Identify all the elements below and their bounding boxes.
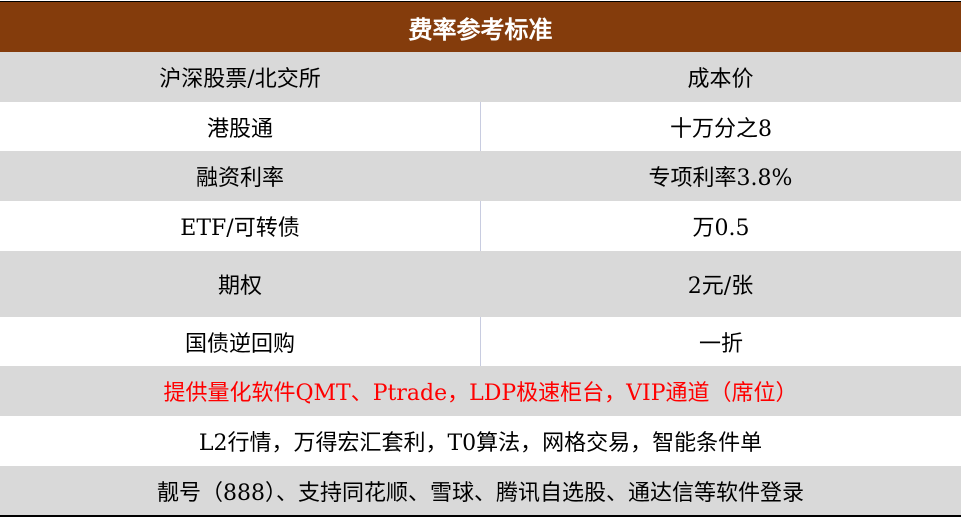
row-label: 融资利率	[195, 166, 284, 191]
note-row-features: L2行情，万得宏汇套利，T0算法，网格交易，智能条件单	[0, 416, 961, 466]
table-row: ETF/可转债 万0.5	[0, 201, 961, 251]
table-title: 费率参考标准	[0, 1, 961, 53]
note-row-login: 靓号（888）、支持同花顺、雪球、腾讯自选股、通达信等软件登录	[0, 466, 961, 515]
table-row: 期权 2元/张	[0, 251, 961, 317]
table-row: 融资利率 专项利率3.8%	[0, 151, 961, 201]
row-value: 十万分之8	[480, 102, 961, 151]
table-row: 国债逆回购 一折	[0, 317, 961, 366]
table-row: 港股通 十万分之8	[0, 102, 961, 151]
row-value: 2元/张	[687, 274, 754, 299]
table-row: 沪深股票/北交所 成本价	[0, 52, 961, 102]
row-label: 沪深股票/北交所	[159, 67, 321, 92]
row-label: 港股通	[206, 116, 273, 142]
note-row-software: 提供量化软件QMT、Ptrade，LDP极速柜台，VIP通道（席位）	[0, 366, 961, 416]
row-label: 期权	[217, 274, 262, 299]
row-value: 专项利率3.8%	[648, 166, 793, 191]
row-value: 一折	[480, 317, 961, 366]
row-label: ETF/可转债	[180, 216, 300, 241]
table-bottom-border	[0, 515, 961, 517]
row-value: 万0.5	[480, 201, 961, 251]
row-value: 成本价	[687, 67, 754, 92]
row-label: 国债逆回购	[184, 331, 295, 357]
